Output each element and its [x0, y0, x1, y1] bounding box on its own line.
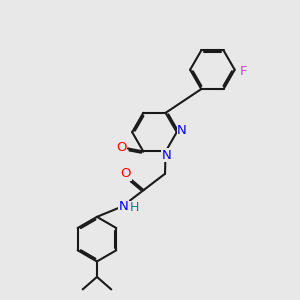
Text: H: H — [130, 201, 140, 214]
Text: N: N — [177, 124, 187, 137]
Text: N: N — [119, 200, 129, 213]
Text: O: O — [121, 167, 131, 180]
Text: O: O — [116, 140, 127, 154]
Text: N: N — [161, 148, 171, 161]
Text: F: F — [239, 65, 247, 78]
